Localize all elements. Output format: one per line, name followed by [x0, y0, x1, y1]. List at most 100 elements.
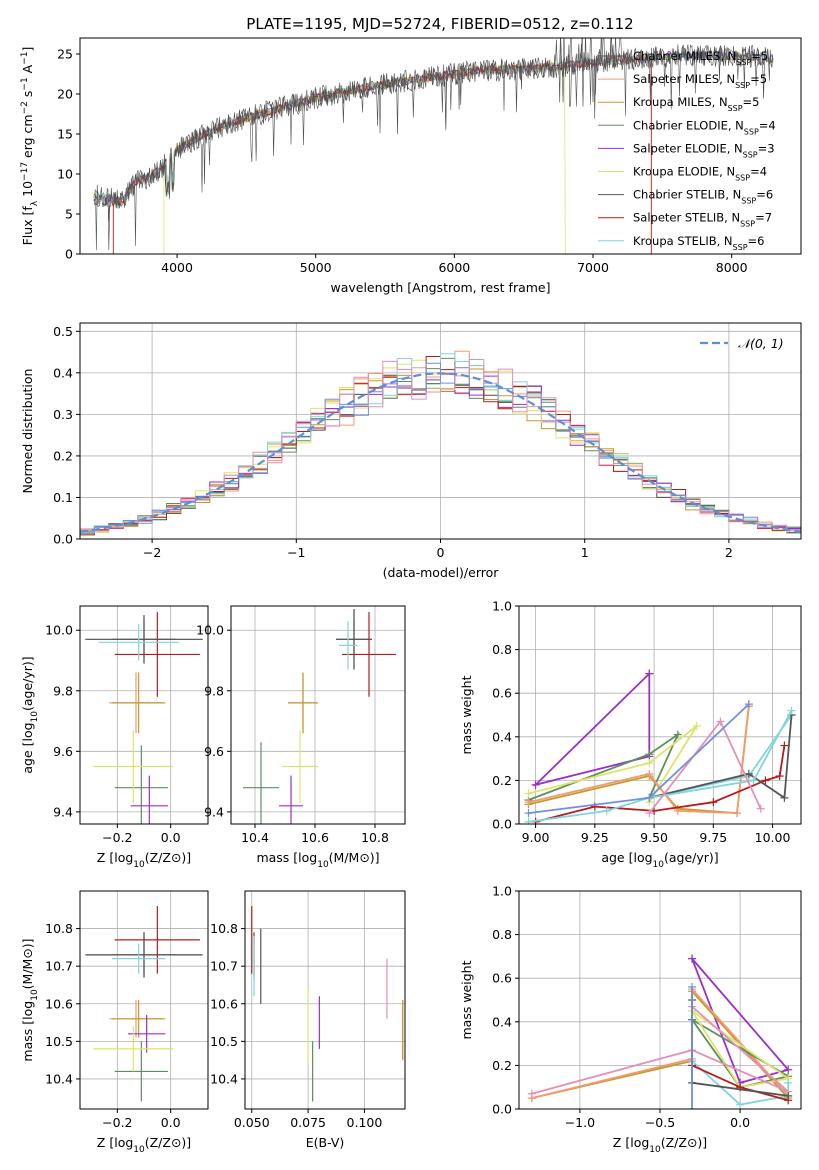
y-axis-label: Normed distribution [20, 369, 35, 494]
y-tick-label: 10.4 [45, 1071, 73, 1086]
x-tick-label: −2 [143, 545, 161, 560]
x-tick-label: 10.8 [361, 830, 389, 845]
x-tick-label: −0.2 [102, 1115, 132, 1130]
label-fragment: s [20, 91, 35, 98]
x-tick-label: −1 [287, 545, 305, 560]
plot-area [93, 38, 774, 254]
y-tick-label: 0 [65, 247, 73, 262]
label-fragment: log [298, 850, 317, 865]
x-tick-label: 0.0 [161, 1115, 181, 1130]
figure-title: PLATE=1195, MJD=52724, FIBERID=0512, z=0… [246, 15, 633, 33]
label-subscript: 10 [133, 860, 145, 870]
y-tick-label: 15 [57, 127, 73, 142]
y-tick-label: 0.1 [53, 490, 73, 505]
y-tick-label: 0.0 [53, 532, 73, 547]
y-axis-label: mass weight [459, 675, 474, 754]
label-superscript: −17 [20, 162, 30, 181]
weight-series-line [649, 714, 793, 800]
legend-entry: Kroupa STELIB, NSSP=6 [633, 234, 764, 252]
x-tick-label: 9.75 [699, 830, 727, 845]
y-tick-label: 10.7 [45, 959, 73, 974]
label-fragment: Flux [ [20, 211, 35, 246]
y-tick-label: 10.8 [210, 921, 238, 936]
axes-frame [79, 37, 802, 255]
spectrum-series-line [93, 38, 773, 251]
label-superscript: −1 [20, 51, 30, 64]
legend-nssp-value: =6 [756, 188, 773, 202]
label-fragment: Normed distribution [20, 369, 35, 494]
label-fragment: mass weight [459, 675, 474, 754]
legend-nssp-value: =6 [748, 234, 765, 248]
label-fragment: log [630, 1135, 649, 1150]
x-axis-label: (data-model)/error [383, 565, 500, 580]
x-tick-label: 4000 [161, 260, 193, 275]
weight-series-line [648, 719, 762, 814]
weight-series-line [691, 1060, 790, 1106]
y-tick-label: 10.8 [45, 921, 73, 936]
y-tick-label: 0.4 [492, 729, 512, 744]
label-fragment: cm [20, 114, 35, 133]
legend-nssp-value: =5 [743, 95, 760, 109]
label-subscript: 10 [649, 1145, 661, 1155]
label-fragment: (age/yr)] [20, 656, 35, 711]
y-tick-label: 0.6 [492, 686, 512, 701]
weight-series-line [528, 714, 793, 823]
y-tick-label: 0.0 [492, 1102, 512, 1117]
y-tick-label: 25 [57, 47, 73, 62]
label-fragment: log [114, 1135, 133, 1150]
label-fragment: Z [ [613, 1135, 630, 1150]
legend-subscript: SSP [736, 58, 751, 67]
y-tick-label: 9.4 [204, 804, 224, 819]
plot-area [85, 612, 203, 824]
y-tick-label: 0.2 [492, 1058, 512, 1073]
label-fragment: log [20, 722, 35, 741]
x-tick-label: 9.50 [640, 830, 668, 845]
x-tick-label: 5000 [300, 260, 332, 275]
panel-mass_weight_vs_age: 9.00 9.25 9.50 9.75 10.00 0.0 0.2 0.4 0.6 0.8 1.0 a… [459, 599, 802, 870]
legend-nssp-value: =5 [751, 49, 768, 63]
y-tick-label: 0.4 [492, 1014, 512, 1029]
label-fragment: mass weight [459, 960, 474, 1039]
axes-frame [79, 322, 802, 540]
x-tick-label: 1 [581, 545, 589, 560]
label-subscript: λ [30, 200, 40, 206]
label-subscript: 10 [133, 1145, 145, 1155]
axes-frame [518, 890, 802, 1110]
legend-subscript: SSP [741, 196, 756, 205]
y-tick-label: 0.0 [492, 817, 512, 832]
label-superscript: −1 [20, 77, 30, 90]
y-tick-label: 0.8 [492, 642, 512, 657]
y-tick-label: 9.4 [53, 804, 73, 819]
y-tick-label: 10.5 [210, 1034, 238, 1049]
legend-entry: 𝒩(0, 1) [738, 336, 784, 351]
panel-mass_vs_ebv: 0.050 0.075 0.100 10.4 10.5 10.6 10.7 10.8 E(B-V… [210, 890, 406, 1150]
y-axis-label: age [log10(age/yr)] [20, 656, 40, 773]
weight-series-line [531, 1005, 789, 1095]
weight-series-line [532, 672, 651, 787]
x-axis-label: Z [log10(Z/Z⊙)] [97, 850, 191, 870]
gaussian-curve [80, 372, 801, 533]
axes-frame [244, 890, 406, 1110]
legend-entry: Salpeter ELODIE, NSSP=3 [633, 141, 775, 159]
label-fragment: log [20, 1001, 35, 1020]
x-tick-label: 10.6 [301, 830, 329, 845]
plot-area [524, 669, 796, 824]
legend-entry: Kroupa ELODIE, NSSP=4 [633, 165, 767, 183]
legend-entry: Chabrier STELIB, NSSP=6 [633, 188, 773, 206]
legend-subscript: SSP [735, 81, 750, 90]
y-axis-label: Flux [fλ 10−17 erg cm−2 s−1 A−1] [20, 47, 40, 246]
y-tick-label: 0.5 [53, 324, 73, 339]
x-tick-label: 10.00 [755, 830, 791, 845]
y-tick-label: 0.6 [492, 971, 512, 986]
legend-subscript: SSP [743, 150, 758, 159]
label-fragment: age [ [601, 850, 633, 865]
label-fragment: (M/M⊙)] [329, 850, 380, 865]
x-tick-label: 0.0 [161, 830, 181, 845]
y-tick-label: 10.0 [196, 623, 224, 638]
label-fragment: A [20, 64, 35, 73]
y-axis-label: mass [log10(M/M⊙)] [20, 938, 40, 1061]
x-axis-label: Z [log10(Z/Z⊙)] [613, 1135, 707, 1155]
y-tick-label: 9.6 [53, 744, 73, 759]
x-axis-label: Z [log10(Z/Z⊙)] [97, 1135, 191, 1155]
weight-series-line [691, 1010, 791, 1089]
